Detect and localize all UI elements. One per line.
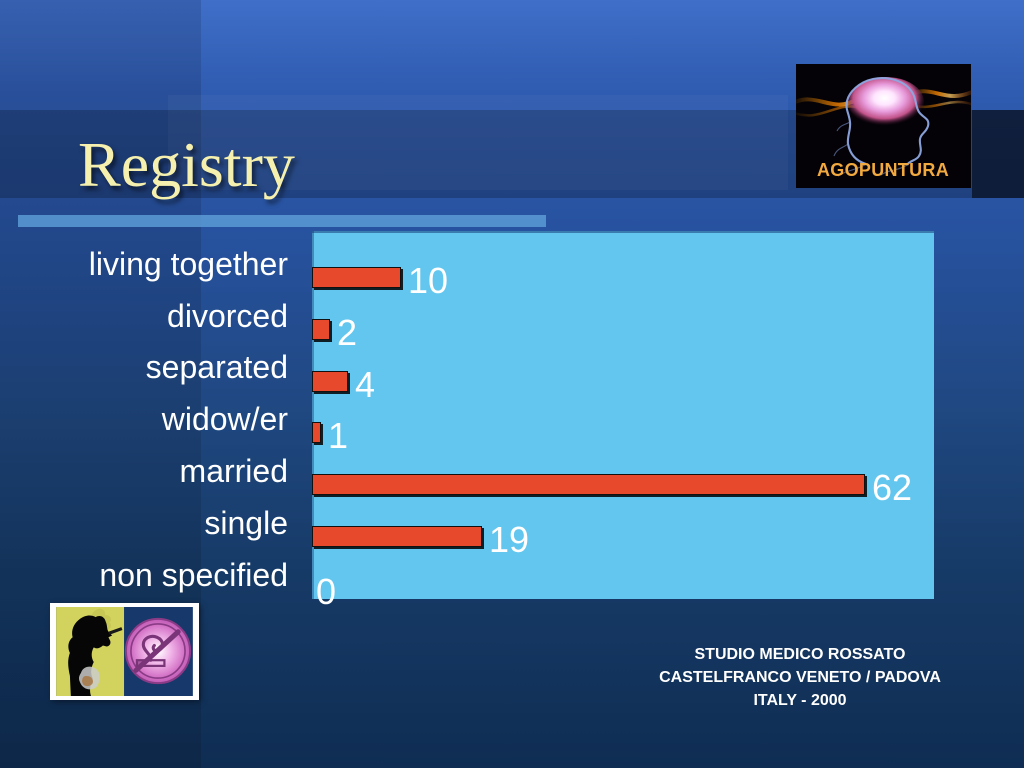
svg-text:AGOPUNTURA: AGOPUNTURA: [817, 160, 949, 180]
